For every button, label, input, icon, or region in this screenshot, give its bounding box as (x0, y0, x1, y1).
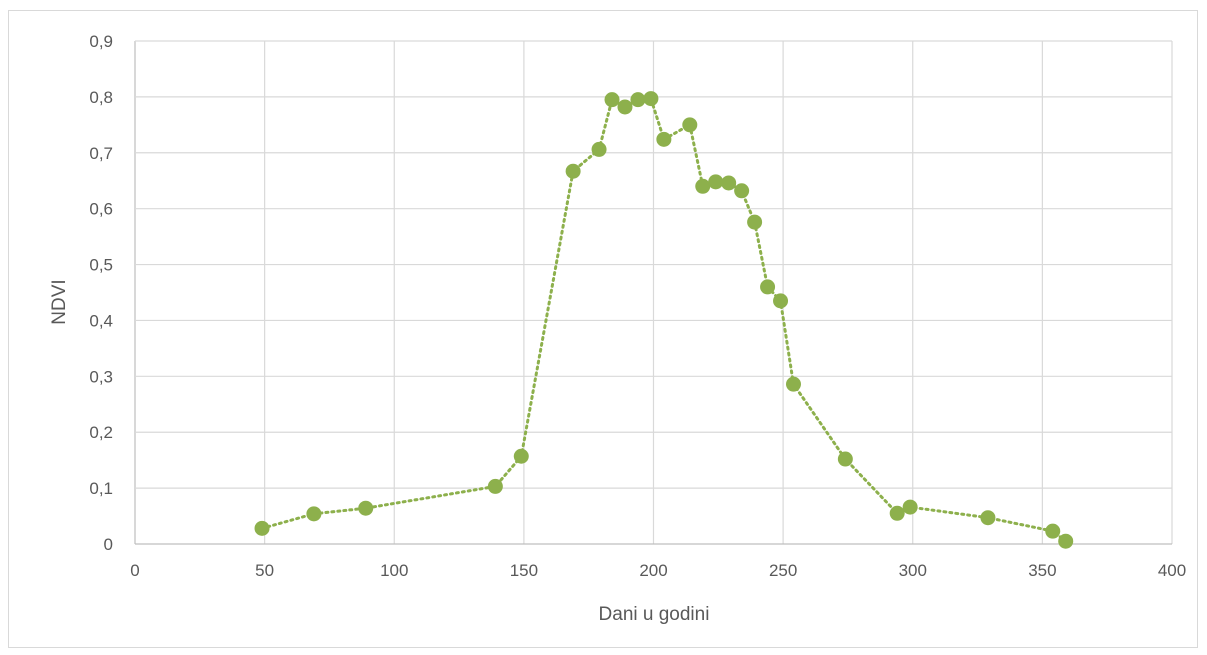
y-tick-label: 0,6 (89, 200, 113, 219)
data-point (487, 478, 503, 494)
data-point (734, 183, 750, 199)
y-tick-label: 0 (104, 535, 113, 554)
y-tick-label: 0,7 (89, 144, 113, 163)
data-point (630, 92, 646, 108)
y-axis-title: NDVI (49, 279, 70, 324)
y-axis-tick-labels: 0 0,1 0,2 0,3 0,4 0,5 0,6 0,7 0,8 0,9 (89, 32, 113, 554)
data-point (513, 448, 529, 464)
data-point (358, 500, 374, 516)
data-point (773, 293, 789, 309)
x-tick-label: 100 (380, 561, 408, 580)
data-point (837, 451, 853, 467)
x-tick-label: 150 (510, 561, 538, 580)
x-tick-label: 400 (1158, 561, 1186, 580)
data-point (785, 376, 801, 392)
x-tick-label: 50 (255, 561, 274, 580)
data-point (902, 499, 918, 515)
data-point (695, 178, 711, 194)
data-point (889, 505, 905, 521)
data-point (617, 99, 633, 115)
data-point (747, 214, 763, 230)
chart-frame (8, 10, 1198, 648)
data-point (604, 92, 620, 108)
data-point (708, 174, 724, 190)
data-point (682, 117, 698, 133)
data-point (643, 91, 659, 107)
x-tick-label: 350 (1028, 561, 1056, 580)
series-points (254, 91, 1074, 549)
y-tick-label: 0,9 (89, 32, 113, 51)
x-tick-label: 0 (130, 561, 139, 580)
y-tick-label: 0,4 (89, 311, 113, 330)
data-point (1058, 533, 1074, 549)
data-point (721, 175, 737, 191)
data-point (656, 131, 672, 147)
y-tick-label: 0,8 (89, 88, 113, 107)
y-tick-label: 0,1 (89, 479, 113, 498)
x-tick-label: 200 (639, 561, 667, 580)
x-axis-tick-labels: 0 50 100 150 200 250 300 350 400 (130, 561, 1186, 580)
x-axis-title: Dani u godini (599, 604, 710, 625)
data-point (1045, 523, 1061, 539)
y-tick-label: 0,2 (89, 423, 113, 442)
data-point (306, 506, 322, 522)
data-point (591, 141, 607, 157)
y-tick-label: 0,3 (89, 367, 113, 386)
data-point (565, 163, 581, 179)
x-tick-label: 300 (899, 561, 927, 580)
data-point (980, 510, 996, 526)
x-tick-label: 250 (769, 561, 797, 580)
y-tick-label: 0,5 (89, 256, 113, 275)
gridlines (134, 40, 1173, 545)
data-point (760, 279, 776, 295)
data-point (254, 520, 270, 536)
